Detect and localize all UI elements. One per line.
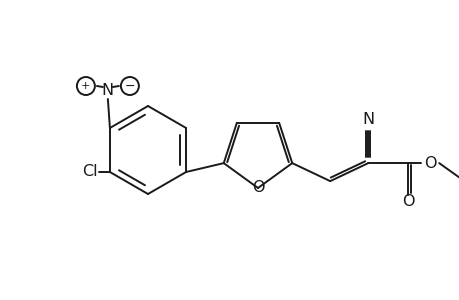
Text: Cl: Cl bbox=[82, 164, 97, 179]
Text: O: O bbox=[423, 156, 436, 171]
Text: O: O bbox=[251, 181, 263, 196]
Text: O: O bbox=[401, 194, 414, 208]
Text: −: − bbox=[124, 80, 135, 92]
Text: N: N bbox=[101, 82, 114, 98]
Text: N: N bbox=[361, 112, 374, 127]
Text: +: + bbox=[81, 81, 90, 91]
